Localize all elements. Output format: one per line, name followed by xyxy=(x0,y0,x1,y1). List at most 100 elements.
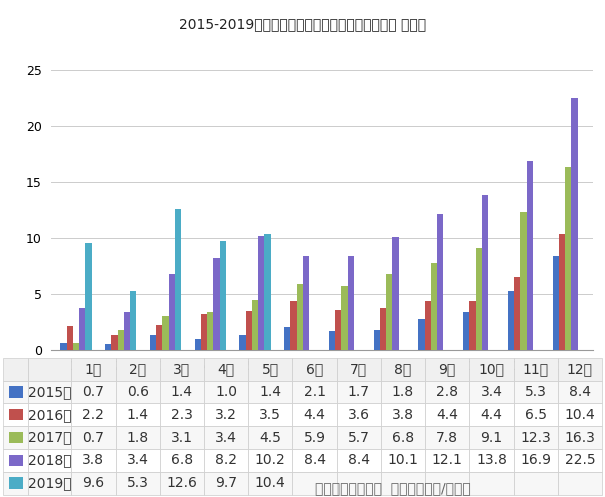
Bar xyxy=(558,426,602,449)
Text: 10月: 10月 xyxy=(479,362,505,376)
Text: 13.8: 13.8 xyxy=(476,453,507,467)
Text: 6.8: 6.8 xyxy=(392,430,414,445)
Text: 2015年: 2015年 xyxy=(28,385,71,399)
Text: 22.5: 22.5 xyxy=(564,453,595,467)
Text: 0.7: 0.7 xyxy=(82,430,104,445)
Text: 3.1: 3.1 xyxy=(171,430,193,445)
Text: 9.1: 9.1 xyxy=(480,430,503,445)
Bar xyxy=(8,432,22,443)
Bar xyxy=(469,426,514,449)
Bar xyxy=(160,358,204,381)
Bar xyxy=(248,404,292,426)
Text: 5.3: 5.3 xyxy=(126,476,149,490)
Bar xyxy=(116,358,160,381)
Bar xyxy=(469,472,514,495)
Bar xyxy=(3,381,28,404)
Bar xyxy=(169,274,175,350)
Text: 1.4: 1.4 xyxy=(171,385,193,399)
Bar xyxy=(204,426,248,449)
Text: 2.8: 2.8 xyxy=(436,385,458,399)
Text: 2015-2019年新能源汽车月度销量趋势图（单位： 万辆）: 2015-2019年新能源汽车月度销量趋势图（单位： 万辆） xyxy=(179,17,426,31)
Bar xyxy=(60,342,67,350)
Bar xyxy=(195,339,201,350)
Bar xyxy=(514,472,558,495)
Bar xyxy=(386,274,393,350)
Bar xyxy=(381,404,425,426)
Text: 8.4: 8.4 xyxy=(348,453,370,467)
Bar xyxy=(8,409,22,420)
Bar xyxy=(336,381,381,404)
Text: 3.4: 3.4 xyxy=(215,430,237,445)
Text: 9.6: 9.6 xyxy=(82,476,105,490)
Bar xyxy=(28,358,71,381)
Bar xyxy=(248,449,292,472)
Bar xyxy=(381,426,425,449)
Bar xyxy=(201,315,207,350)
Bar xyxy=(258,236,264,350)
Text: 1.4: 1.4 xyxy=(126,408,149,422)
Bar xyxy=(71,381,116,404)
Bar xyxy=(558,472,602,495)
Text: 2.1: 2.1 xyxy=(304,385,325,399)
Text: 3.4: 3.4 xyxy=(126,453,149,467)
Bar xyxy=(160,404,204,426)
Bar xyxy=(71,404,116,426)
Text: 8.2: 8.2 xyxy=(215,453,237,467)
Bar xyxy=(162,316,169,350)
Bar xyxy=(8,478,22,489)
Bar xyxy=(559,234,565,350)
Bar xyxy=(290,301,296,350)
Bar xyxy=(252,300,258,350)
Text: 1.7: 1.7 xyxy=(348,385,370,399)
Text: 1.8: 1.8 xyxy=(126,430,149,445)
Bar xyxy=(425,358,469,381)
Text: 5.7: 5.7 xyxy=(348,430,370,445)
Text: 3月: 3月 xyxy=(173,362,191,376)
Text: 数据来源：中汽协  制表：电池网/数据部: 数据来源：中汽协 制表：电池网/数据部 xyxy=(315,482,471,496)
Text: 2月: 2月 xyxy=(129,362,146,376)
Bar xyxy=(79,308,85,350)
Bar xyxy=(248,472,292,495)
Bar xyxy=(124,312,130,350)
Bar xyxy=(431,263,437,350)
Bar xyxy=(336,472,381,495)
Bar xyxy=(514,358,558,381)
Bar xyxy=(284,327,290,350)
Bar xyxy=(292,381,336,404)
Text: 6.5: 6.5 xyxy=(525,408,547,422)
Bar xyxy=(175,209,182,350)
Bar xyxy=(425,404,469,426)
Bar xyxy=(552,256,559,350)
Bar xyxy=(425,381,469,404)
Text: 9月: 9月 xyxy=(439,362,456,376)
Text: 16.9: 16.9 xyxy=(520,453,551,467)
Bar xyxy=(514,404,558,426)
Text: 12月: 12月 xyxy=(567,362,593,376)
Bar xyxy=(476,248,482,350)
Bar xyxy=(204,358,248,381)
Bar xyxy=(571,98,578,350)
Text: 12.1: 12.1 xyxy=(432,453,463,467)
Text: 4.5: 4.5 xyxy=(260,430,281,445)
Bar xyxy=(381,358,425,381)
Bar xyxy=(156,325,162,350)
Text: 1.8: 1.8 xyxy=(392,385,414,399)
Bar xyxy=(71,358,116,381)
Bar xyxy=(3,449,28,472)
Bar xyxy=(527,161,533,350)
Bar xyxy=(160,449,204,472)
Bar xyxy=(437,215,443,350)
Text: 4.4: 4.4 xyxy=(304,408,325,422)
Bar xyxy=(130,291,137,350)
Bar xyxy=(204,381,248,404)
Text: 1月: 1月 xyxy=(85,362,102,376)
Bar xyxy=(116,426,160,449)
Bar xyxy=(28,404,71,426)
Bar xyxy=(336,358,381,381)
Text: 10.4: 10.4 xyxy=(255,476,286,490)
Bar xyxy=(296,284,303,350)
Text: 8月: 8月 xyxy=(394,362,411,376)
Bar xyxy=(116,381,160,404)
Text: 0.7: 0.7 xyxy=(82,385,104,399)
Bar xyxy=(116,404,160,426)
